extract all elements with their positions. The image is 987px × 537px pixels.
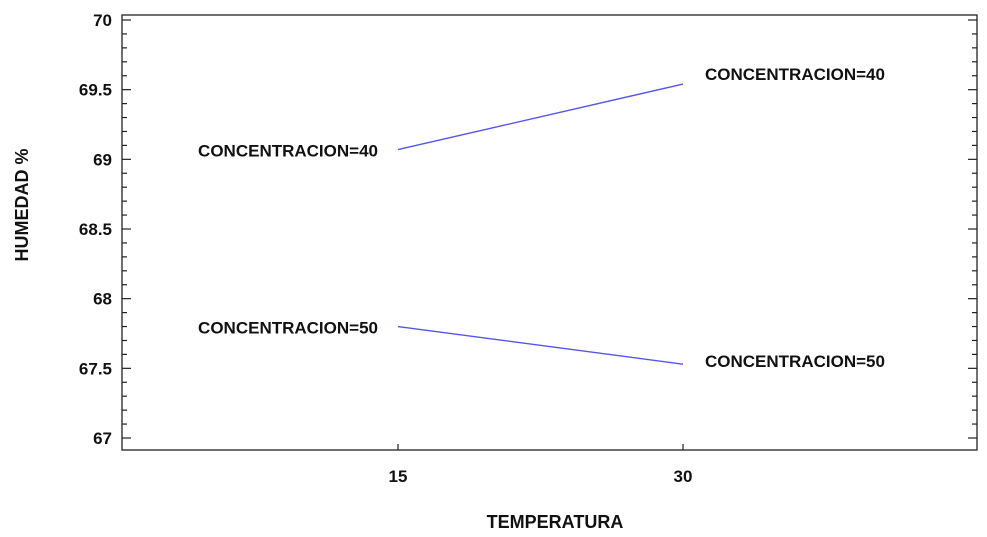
series-start-label: CONCENTRACION=40: [198, 142, 378, 161]
x-axis-title: TEMPERATURA: [487, 512, 624, 532]
series-layer: CONCENTRACION=40 CONCENTRACION=40 CONCENTR…: [198, 65, 885, 371]
series-start-label: CONCENTRACION=50: [198, 319, 378, 338]
y-tick-label: 70: [93, 11, 112, 30]
y-axis-title: HUMEDAD %: [12, 148, 32, 261]
y-axis: 67 67.5 68 68.5 69 69.5 70: [79, 11, 977, 448]
series-end-label: CONCENTRACION=50: [705, 352, 885, 371]
y-tick-label: 67: [93, 429, 112, 448]
series-line-2: [397, 325, 684, 365]
plot-frame: [121, 14, 978, 451]
series-line-1: [397, 83, 684, 151]
y-tick-label: 67.5: [79, 359, 112, 378]
y-tick-label: 69.5: [79, 81, 112, 100]
x-axis: 15 30: [389, 444, 693, 486]
y-tick-label: 68: [93, 290, 112, 309]
y-tick-label: 68.5: [79, 220, 112, 239]
x-tick-label: 15: [389, 467, 408, 486]
series-end-label: CONCENTRACION=40: [705, 65, 885, 84]
y-tick-label: 69: [93, 150, 112, 169]
x-tick-label: 30: [674, 467, 693, 486]
